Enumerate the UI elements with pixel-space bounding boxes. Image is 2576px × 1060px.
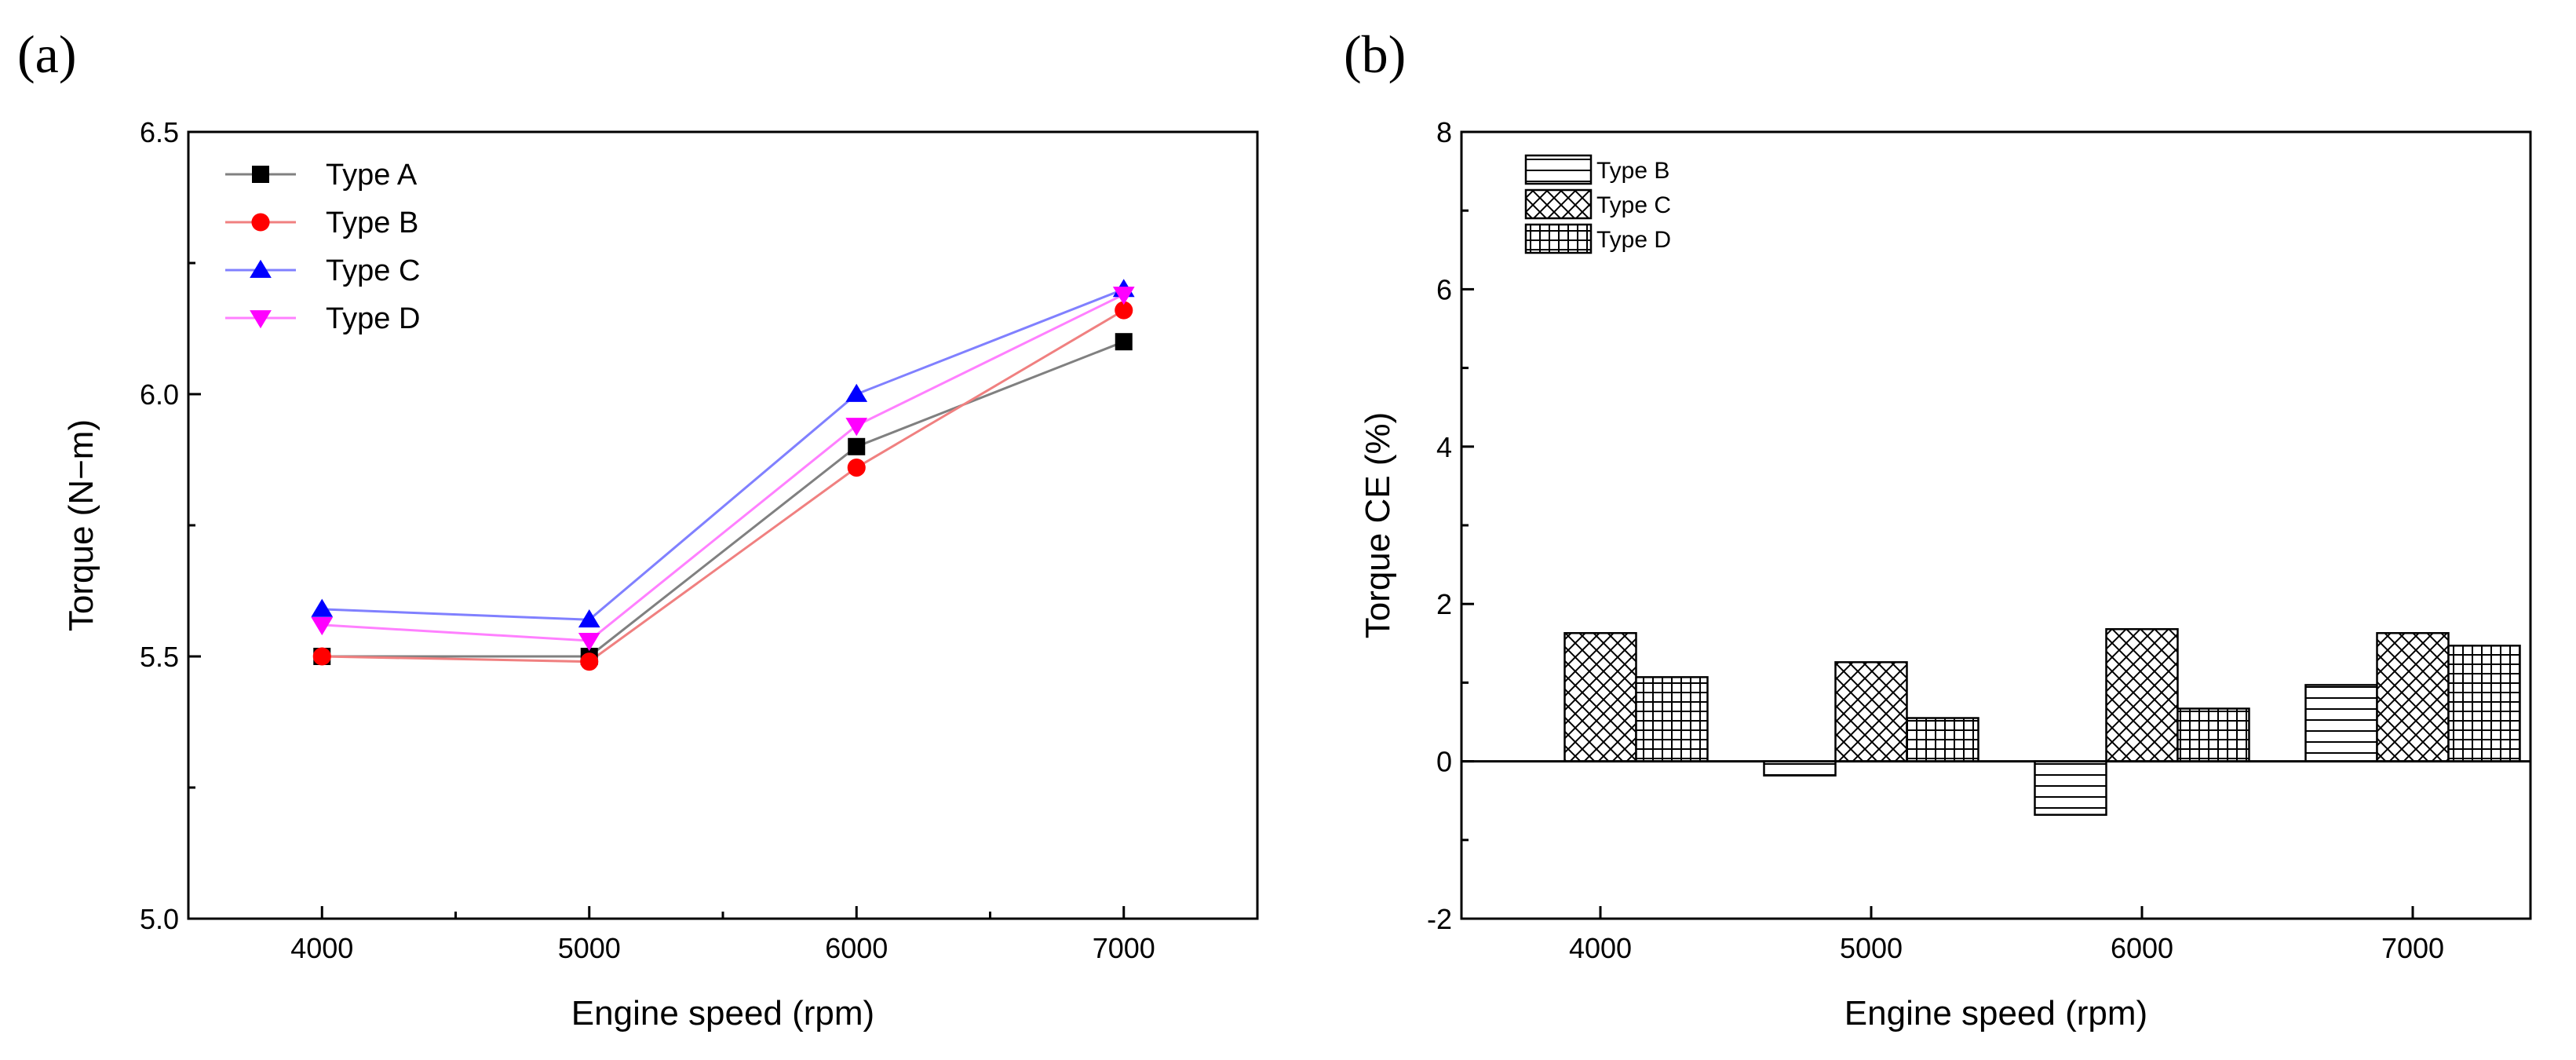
- legend-item-b-type-d-swatch: [1524, 223, 1593, 254]
- panel-a-label: (a): [17, 24, 76, 84]
- x-axis-title-b: Engine speed (rpm): [1844, 994, 2147, 1033]
- legend-item-a-type-d-marker: [250, 310, 272, 329]
- legend-item-a-type-a-marker: [252, 166, 269, 183]
- bar-type-d: [2176, 707, 2250, 762]
- x-tick-label-a: 4000: [290, 932, 353, 964]
- bar-type-b: [2034, 760, 2107, 816]
- y-tick-label-a: 5.0: [140, 903, 179, 935]
- data-point-type-c: [311, 598, 334, 617]
- series-line-type-d: [322, 293, 1125, 642]
- panel-a-line-chart: (a) 5.0 5.5 6.0 6.5 4000 5000 6000 7000 Engine …: [17, 24, 1259, 1033]
- series-markers-a: [311, 279, 1135, 671]
- y-axis-title-a: Torque (N−m): [62, 419, 100, 631]
- series-lines-a: [322, 288, 1125, 663]
- legend-item-a-type-c-marker: [250, 259, 272, 278]
- y-tick-label-a: 6.5: [140, 116, 179, 148]
- x-tick-label-a: 6000: [825, 932, 888, 964]
- bar-type-c: [1563, 632, 1637, 762]
- legend-b: Type B Type C Type D: [1524, 154, 1671, 254]
- legend-item-a-type-d-label: Type D: [326, 302, 420, 335]
- x-tick-label-a: 5000: [558, 932, 621, 964]
- y-axis-title-b: Torque CE (%): [1359, 412, 1397, 639]
- data-point-type-a: [1115, 333, 1133, 351]
- data-point-type-b: [1115, 301, 1133, 320]
- bar-type-d: [1635, 676, 1709, 762]
- bar-type-c: [1834, 661, 1908, 762]
- data-point-type-a: [848, 437, 866, 455]
- x-tick-label-b: 7000: [2381, 932, 2444, 964]
- series-line-type-a: [322, 340, 1125, 658]
- panel-b-bar-chart: (b) -2 0 2 4 6 8 4000 5000 6000 7000 Engine speed…: [1344, 24, 2532, 1033]
- legend-item-a-type-a-label: Type A: [326, 159, 418, 192]
- series-line-type-c: [322, 288, 1125, 621]
- bar-type-b: [2304, 684, 2378, 762]
- legend-item-a-type-c-label: Type C: [326, 254, 420, 287]
- y-tick-label-a: 5.5: [140, 641, 179, 673]
- data-point-type-b: [312, 647, 331, 666]
- y-tick-label-b: 2: [1436, 588, 1452, 620]
- plot-frame-a: [187, 130, 1259, 920]
- x-tick-label-b: 5000: [1840, 932, 1903, 964]
- y-tick-label-b: 6: [1436, 273, 1452, 305]
- data-point-type-b: [847, 458, 866, 477]
- series-line-type-b: [322, 309, 1125, 663]
- x-tick-label-b: 4000: [1569, 932, 1632, 964]
- x-tick-label-a: 7000: [1093, 932, 1155, 964]
- legend-item-b-type-b-swatch: [1524, 154, 1593, 185]
- legend-item-b-type-c-swatch: [1524, 188, 1593, 220]
- bar-type-c: [2105, 628, 2179, 762]
- x-axis-title-a: Engine speed (rpm): [571, 994, 874, 1033]
- legend-item-b-type-d-label: Type D: [1596, 227, 1671, 253]
- data-point-type-c: [578, 609, 600, 628]
- y-tick-label-b: 0: [1436, 746, 1452, 778]
- legend-item-b-type-c-label: Type C: [1596, 192, 1671, 218]
- legend-item-b-type-b-label: Type B: [1596, 158, 1669, 184]
- legend-item-a-type-b-label: Type B: [326, 207, 418, 239]
- data-point-type-b: [580, 652, 599, 671]
- y-tick-label-b: 4: [1436, 431, 1452, 463]
- bar-type-c: [2376, 632, 2450, 762]
- bars-b: [1563, 628, 2521, 816]
- y-tick-label-b: -2: [1427, 903, 1452, 935]
- x-tick-label-b: 6000: [2111, 932, 2173, 964]
- axis-ticks-a: 5.0 5.5 6.0 6.5 4000 5000 6000 7000: [140, 116, 1259, 964]
- y-tick-label-b: 8: [1436, 116, 1452, 148]
- legend-a: Type A Type B Type C Type D: [225, 159, 420, 335]
- panel-b-label: (b): [1344, 24, 1406, 84]
- bar-type-b: [1763, 760, 1837, 777]
- y-tick-label-a: 6.0: [140, 378, 179, 411]
- data-point-type-d: [578, 633, 600, 652]
- bar-type-d: [1906, 717, 1979, 762]
- axis-ticks-b: -2 0 2 4 6 8 4000 5000 6000 7000: [1427, 116, 2444, 964]
- data-point-type-d: [845, 418, 868, 437]
- data-point-type-d: [311, 617, 334, 636]
- bar-type-d: [2447, 645, 2521, 762]
- legend-item-a-type-b-marker: [251, 213, 270, 232]
- data-point-type-d: [1112, 287, 1135, 305]
- data-point-type-c: [845, 383, 868, 402]
